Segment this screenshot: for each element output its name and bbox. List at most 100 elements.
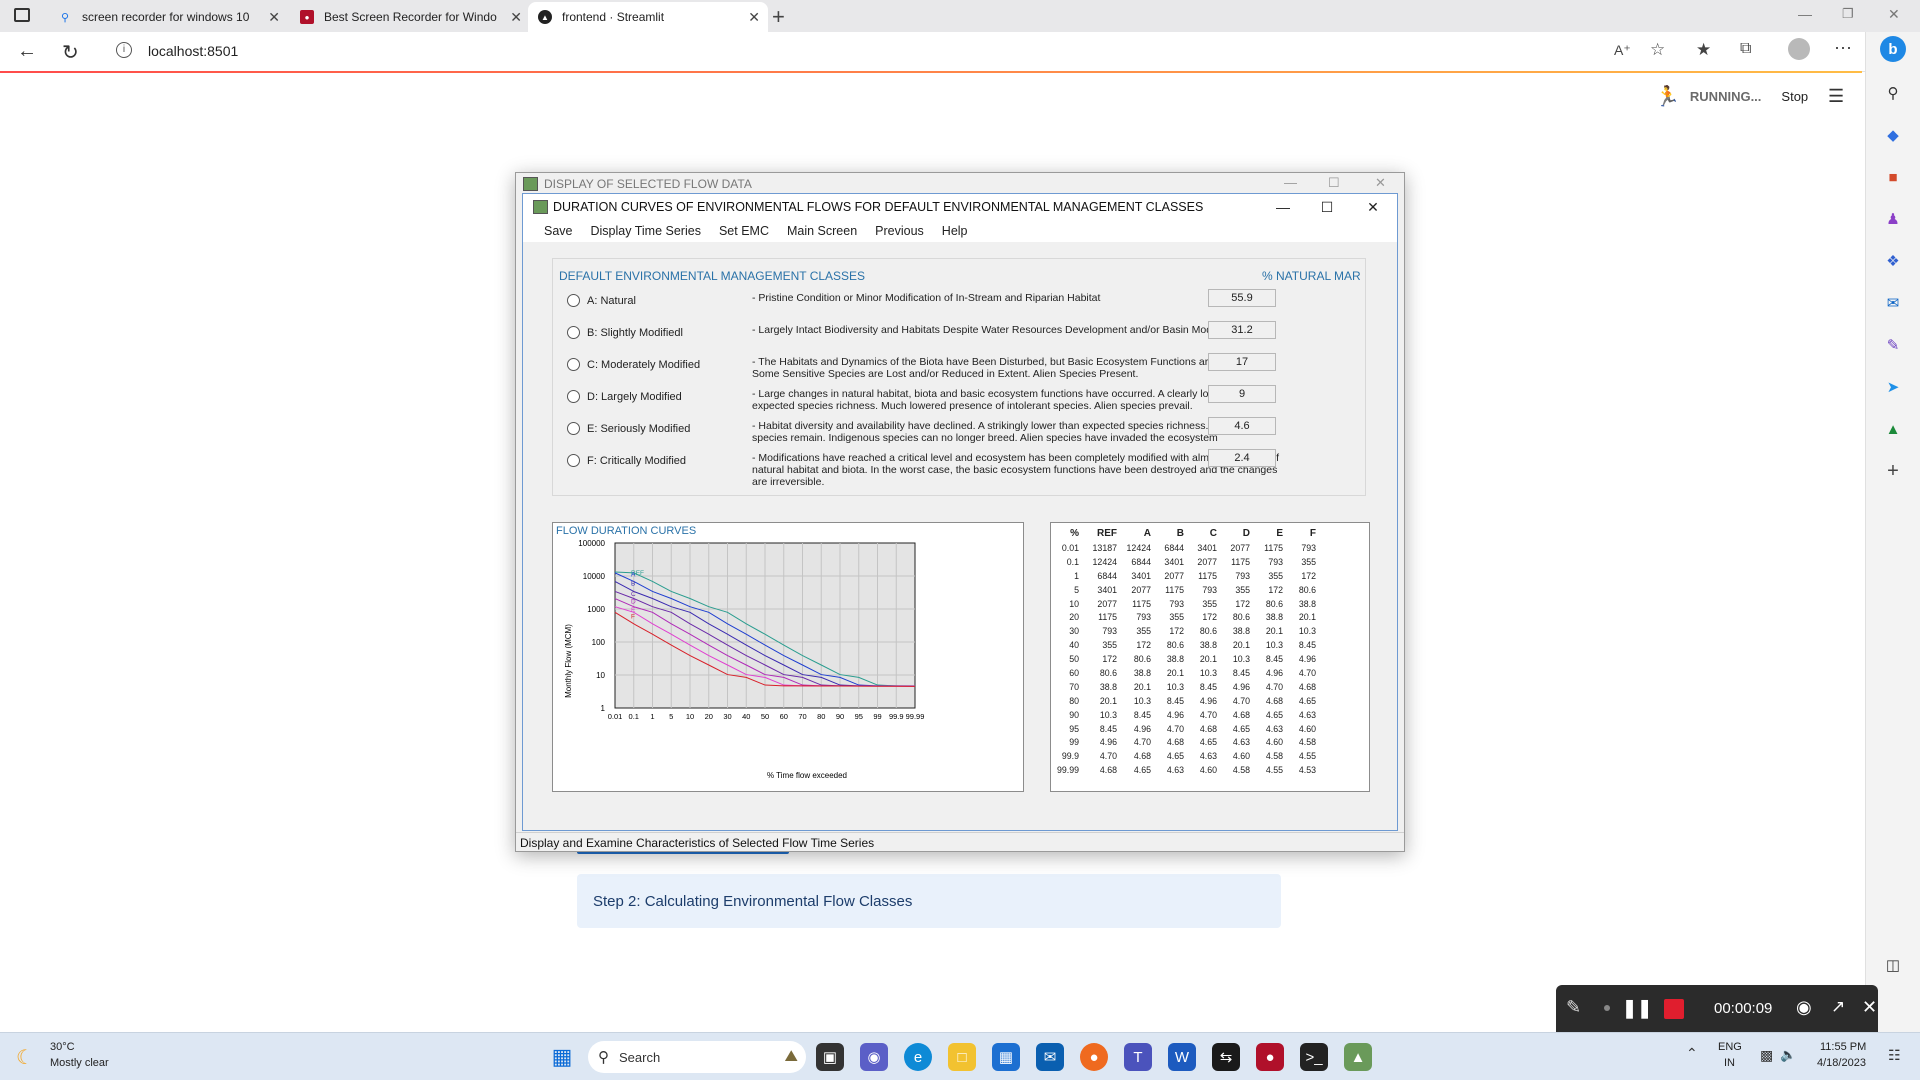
file-explorer-icon[interactable]: □ [948, 1043, 976, 1071]
radio-f[interactable] [567, 454, 580, 467]
menu-save[interactable]: Save [544, 224, 573, 238]
send-icon[interactable]: ➤ [1886, 379, 1900, 396]
hamburger-menu-icon[interactable]: ☰ [1828, 86, 1845, 106]
minimize-icon[interactable]: — [1798, 6, 1812, 22]
close-icon[interactable]: ✕ [510, 8, 522, 25]
outlook-icon[interactable]: ✉ [1886, 295, 1900, 312]
close-icon[interactable]: ✕ [1367, 198, 1379, 215]
expand-icon[interactable]: ↗ [1831, 997, 1846, 1016]
maximize-icon[interactable]: ☐ [1328, 175, 1340, 190]
games-icon[interactable]: ♟ [1886, 211, 1900, 228]
close-icon[interactable]: ✕ [268, 8, 280, 25]
close-icon[interactable]: ✕ [748, 8, 760, 25]
back-icon[interactable]: ← [17, 40, 37, 62]
tab-recorder[interactable]: ● Best Screen Recorder for Windo ✕ [290, 2, 530, 32]
radio-d[interactable] [567, 390, 580, 403]
clock-date[interactable]: 4/18/2023 [1817, 1057, 1866, 1069]
pen-icon[interactable]: ✎ [1566, 997, 1582, 1017]
emc-label: F: Critically Modified [587, 455, 687, 467]
menu-previous[interactable]: Previous [875, 224, 924, 238]
recorder-app-icon[interactable]: ● [1256, 1043, 1284, 1071]
tools-icon[interactable]: ■ [1888, 168, 1898, 186]
store-icon[interactable]: ▦ [992, 1043, 1020, 1071]
favorite-add-icon[interactable]: ☆ [1650, 40, 1666, 59]
weather-temp[interactable]: 30°C [50, 1041, 75, 1053]
collections-icon[interactable]: ⧉ [1740, 40, 1752, 57]
radio-a[interactable] [567, 294, 580, 307]
emc-value[interactable]: 2.4 [1208, 449, 1276, 467]
info-icon[interactable]: i [116, 42, 132, 58]
clock-time[interactable]: 11:55 PM [1820, 1041, 1867, 1053]
streamlit-status: 🏃 RUNNING... Stop [1655, 84, 1808, 109]
tray-chevron-icon[interactable]: ⌃ [1686, 1045, 1698, 1061]
radio-e[interactable] [567, 422, 580, 435]
tab-actions-icon[interactable] [14, 8, 30, 22]
restore-icon[interactable]: ❐ [1842, 6, 1854, 21]
emc-value[interactable]: 55.9 [1208, 289, 1276, 307]
teams-icon[interactable]: T [1124, 1043, 1152, 1071]
radio-c[interactable] [567, 358, 580, 371]
menu-help[interactable]: Help [941, 224, 968, 238]
volume-icon[interactable]: 🔈 [1780, 1047, 1797, 1062]
remote-icon[interactable]: ⇆ [1212, 1043, 1240, 1071]
pause-icon[interactable]: ❚❚ [1622, 998, 1653, 1018]
weather-desc[interactable]: Mostly clear [50, 1057, 109, 1069]
flow-app-icon[interactable]: ▲ [1344, 1043, 1372, 1071]
maximize-icon[interactable]: ☐ [1320, 198, 1334, 215]
url-field[interactable]: localhost:8501 [148, 43, 239, 59]
firefox-icon[interactable]: ● [1080, 1043, 1108, 1071]
sidebar-toggle-icon[interactable]: ◫ [1885, 957, 1901, 974]
word-icon[interactable]: W [1168, 1043, 1196, 1071]
close-icon[interactable]: ✕ [1375, 175, 1386, 190]
read-aloud-icon[interactable]: A⁺ [1614, 42, 1631, 58]
emc-value[interactable]: 4.6 [1208, 417, 1276, 435]
search-icon[interactable]: ⚲ [1887, 85, 1899, 102]
table-cell: 4.68 [1166, 737, 1184, 748]
close-window-icon[interactable]: ✕ [1888, 6, 1900, 22]
favorites-icon[interactable]: ★ [1696, 40, 1712, 59]
tab-streamlit[interactable]: ▲ frontend · Streamlit ✕ [528, 2, 768, 32]
table-header-cell: D [1242, 527, 1250, 539]
notifications-icon[interactable]: ☷ [1888, 1047, 1901, 1063]
add-icon[interactable]: + [1887, 459, 1899, 482]
camera-icon[interactable]: ◉ [1796, 997, 1812, 1017]
step2-expander[interactable]: Step 2: Calculating Environmental Flow C… [577, 874, 1281, 928]
radio-b[interactable] [567, 326, 580, 339]
menu-main-screen[interactable]: Main Screen [786, 224, 858, 238]
emc-value[interactable]: 17 [1208, 353, 1276, 371]
bing-icon[interactable]: b [1880, 36, 1906, 62]
avatar[interactable] [1788, 38, 1810, 60]
office-icon[interactable]: ❖ [1886, 253, 1900, 270]
minimize-icon[interactable]: — [1276, 199, 1290, 215]
close-icon[interactable]: ✕ [1862, 997, 1878, 1017]
taskbar-search[interactable]: ⚲ Search ⛰ [588, 1041, 806, 1073]
edge-icon[interactable]: e [904, 1043, 932, 1071]
table-header-cell: A [1143, 527, 1151, 539]
refresh-icon[interactable]: ↻ [62, 42, 79, 64]
table-cell: 90 [1069, 709, 1079, 720]
emc-value[interactable]: 31.2 [1208, 321, 1276, 339]
emc-value[interactable]: 9 [1208, 385, 1276, 403]
weather-icon[interactable]: ☾ [16, 1047, 34, 1069]
stop-record-icon[interactable] [1664, 999, 1684, 1019]
teams-chat-icon[interactable]: ◉ [860, 1043, 888, 1071]
terminal-icon[interactable]: >_ [1300, 1043, 1328, 1071]
mail-icon[interactable]: ✉ [1036, 1043, 1064, 1071]
network-icon[interactable]: ▩ [1760, 1047, 1774, 1063]
stop-button[interactable]: Stop [1781, 89, 1809, 104]
minimize-icon[interactable]: — [1284, 175, 1297, 190]
lang-bottom[interactable]: IN [1724, 1057, 1735, 1069]
menu-display-time-series[interactable]: Display Time Series [590, 224, 701, 238]
more-options-icon[interactable]: ⋯ [1834, 38, 1852, 58]
menu-set-emc[interactable]: Set EMC [718, 224, 769, 238]
table-cell: 80.6 [1265, 598, 1283, 609]
table-cell: 4.68 [1099, 765, 1117, 776]
windows-start-icon[interactable]: ▦ [551, 1044, 573, 1069]
task-view-icon[interactable]: ▣ [816, 1043, 844, 1071]
lang-top[interactable]: ENG [1718, 1041, 1742, 1053]
shopping-icon[interactable]: ◆ [1887, 127, 1899, 144]
tree-icon[interactable]: ▲ [1885, 420, 1901, 438]
new-tab-icon[interactable]: + [772, 4, 785, 29]
designer-icon[interactable]: ✎ [1886, 337, 1900, 354]
tab-search[interactable]: ⚲ screen recorder for windows 10 ✕ [48, 2, 288, 32]
